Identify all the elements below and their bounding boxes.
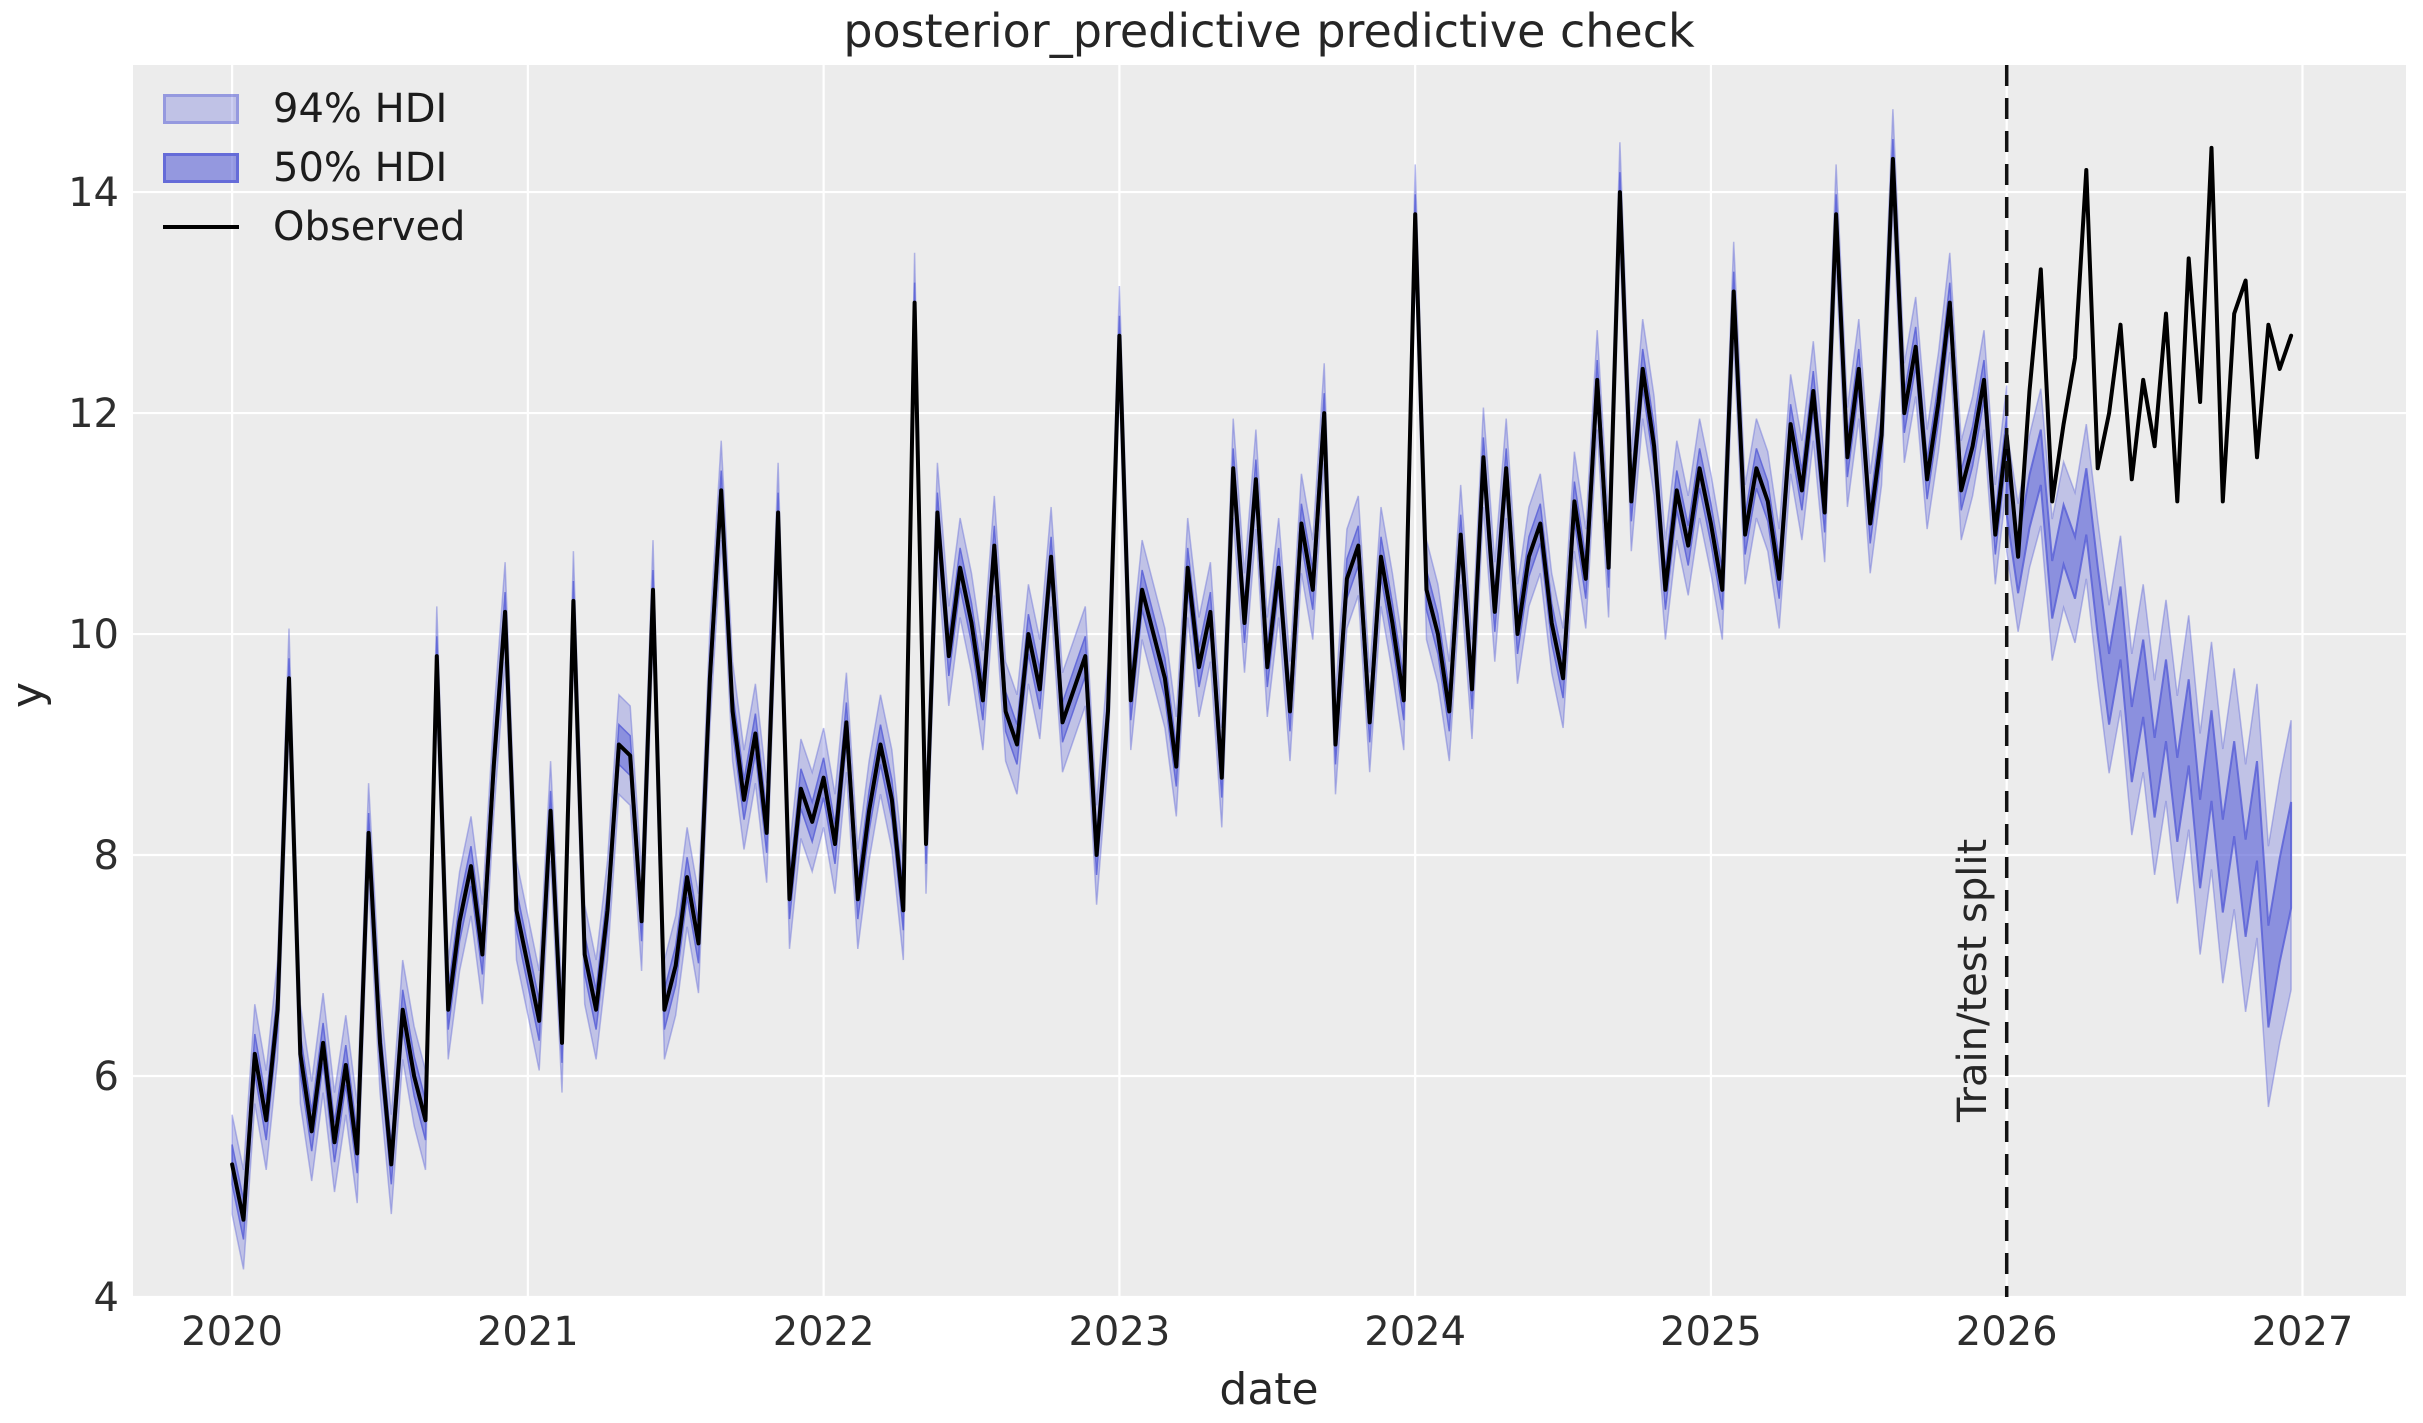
axes-area xyxy=(133,65,2406,1297)
y-tick-label: 4 xyxy=(94,1275,119,1321)
x-tick-label: 2021 xyxy=(477,1309,579,1355)
hdi94-label: 94% HDI xyxy=(273,86,448,132)
y-axis-label: y xyxy=(2,682,53,708)
x-tick-label: 2022 xyxy=(773,1309,875,1355)
hdi50-swatch-icon xyxy=(163,153,239,183)
tick-labels: 2020 2021 2022 2023 2024 2025 2026 2027 4 6 8 10 12 1… xyxy=(68,170,2353,1355)
chart-title: posterior_predictive predictive check xyxy=(843,4,1695,58)
x-tick-label: 2020 xyxy=(181,1309,283,1355)
hdi50-label: 50% HDI xyxy=(273,145,448,191)
y-tick-label: 8 xyxy=(94,833,119,879)
train-test-split-label: Train/test split xyxy=(1950,839,1996,1123)
hdi50-band-forecast xyxy=(2005,429,2293,1028)
y-tick-label: 12 xyxy=(68,391,119,437)
legend: 94% HDI 50% HDI Observed xyxy=(163,86,465,250)
plot-background xyxy=(133,65,2406,1297)
observed-line xyxy=(230,145,2294,1222)
observed-label: Observed xyxy=(273,204,466,250)
legend-row-hdi94: 94% HDI xyxy=(163,86,465,132)
clipped-series xyxy=(230,109,2294,1270)
y-tick-label: 6 xyxy=(94,1054,119,1100)
x-tick-label: 2024 xyxy=(1364,1309,1466,1355)
x-tick-label: 2025 xyxy=(1660,1309,1762,1355)
data-series xyxy=(230,65,2294,1297)
x-tick-label: 2027 xyxy=(2252,1309,2354,1355)
x-axis-label: date xyxy=(1219,1364,1318,1415)
y-tick-label: 10 xyxy=(68,612,119,658)
legend-row-hdi50: 50% HDI xyxy=(163,145,465,191)
observed-line-icon xyxy=(163,225,239,229)
hdi94-swatch-icon xyxy=(163,94,239,124)
grid-lines xyxy=(133,65,2406,1299)
x-tick-label: 2026 xyxy=(1956,1309,2058,1355)
y-tick-label: 14 xyxy=(68,170,119,216)
x-tick-label: 2023 xyxy=(1068,1309,1170,1355)
legend-row-observed: Observed xyxy=(163,204,465,250)
